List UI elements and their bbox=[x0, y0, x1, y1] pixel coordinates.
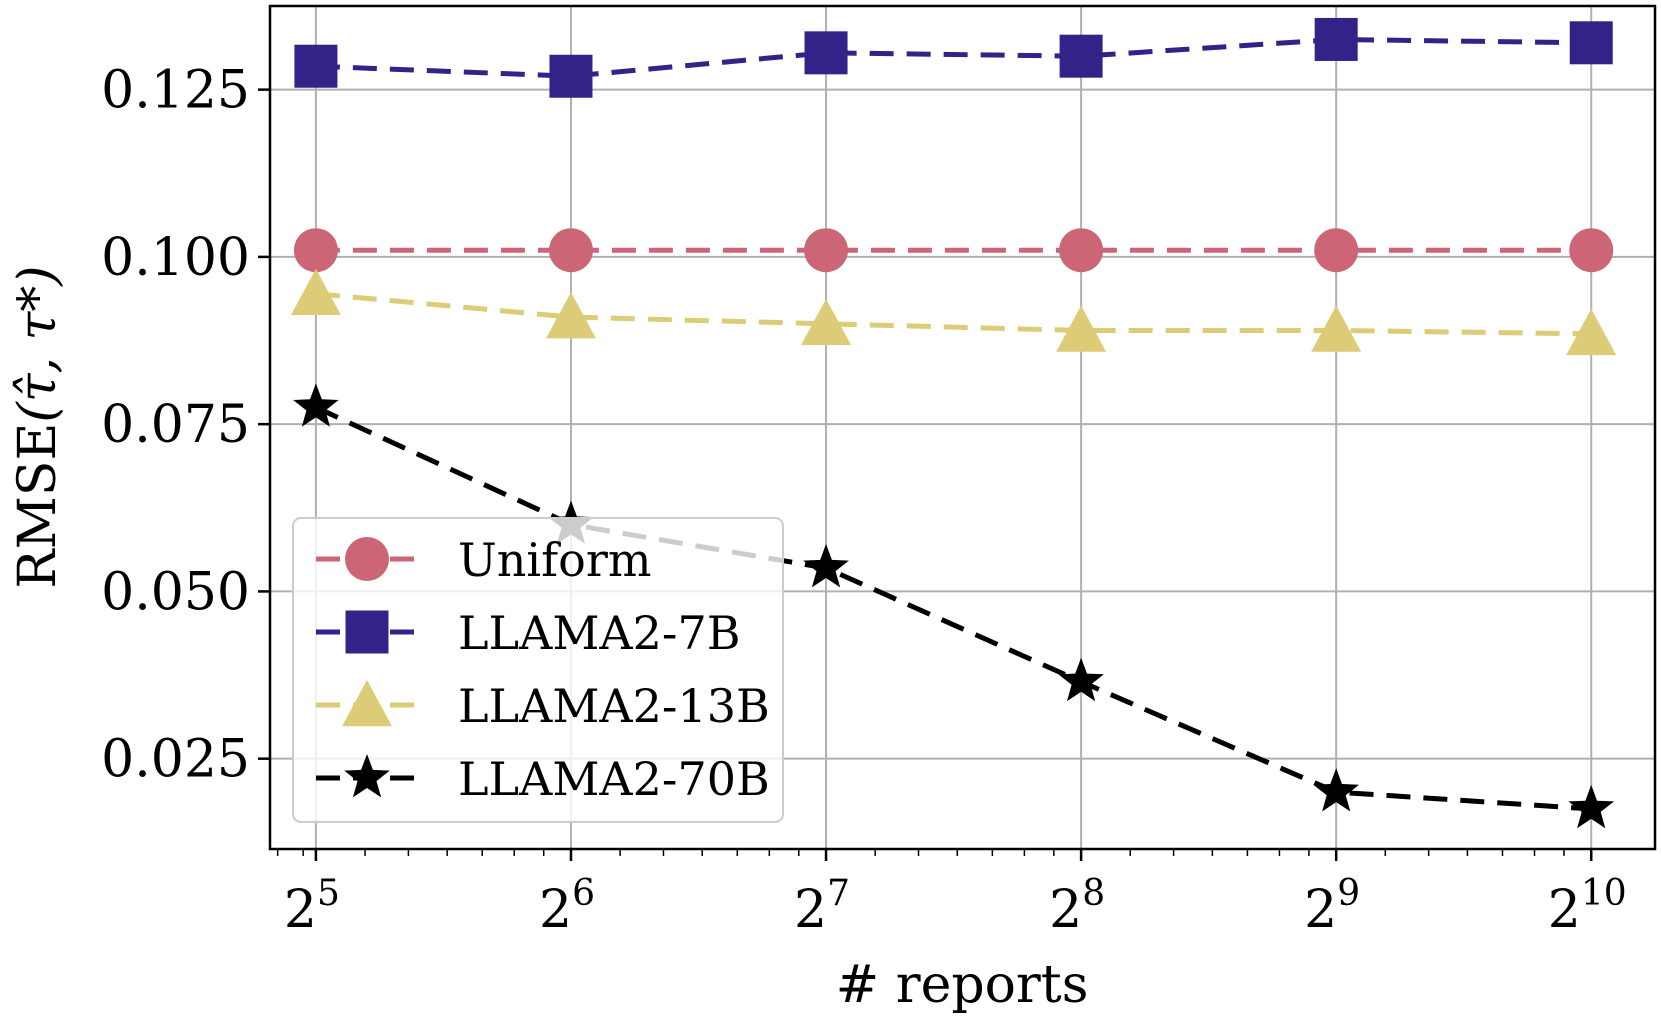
x-tick-label-exponent-3: 8 bbox=[1082, 873, 1105, 914]
series-0 bbox=[293, 228, 1614, 273]
series-3-point-5 bbox=[1568, 784, 1615, 829]
y-tick-label-1: 0.050 bbox=[101, 562, 250, 622]
series-1-point-4 bbox=[1314, 17, 1358, 61]
x-tick-label-base-3: 2 bbox=[1049, 880, 1082, 940]
x-tick-label-base-1: 2 bbox=[539, 880, 572, 940]
series-1-point-2 bbox=[804, 31, 848, 75]
series-line-3 bbox=[314, 405, 1592, 812]
series-3-point-4 bbox=[1313, 768, 1359, 812]
x-tick-label-base-2: 2 bbox=[794, 880, 827, 940]
legend-entry-3: LLAMA2-70B bbox=[316, 752, 770, 806]
legend: Uniform LLAMA2-7B LLAMA2-13B LLAMA2-70B bbox=[292, 517, 784, 823]
x-axis-label: # reports bbox=[836, 955, 1089, 1015]
series-2-point-2 bbox=[801, 298, 852, 346]
series-1-point-1 bbox=[549, 54, 593, 98]
series-2-point-1 bbox=[545, 292, 596, 339]
legend-marker-0 bbox=[345, 537, 389, 581]
series-3-point-2 bbox=[803, 544, 849, 588]
series-2 bbox=[290, 268, 1617, 356]
legend-entry-1: LLAMA2-7B bbox=[316, 606, 741, 660]
series-line-2 bbox=[315, 291, 1592, 337]
series-1 bbox=[294, 17, 1613, 98]
y-axis-label-text: RMSE bbox=[8, 423, 68, 589]
series-2-point-5 bbox=[1566, 308, 1617, 356]
y-axis-label-args: (τ̂, τ*) bbox=[8, 265, 68, 422]
x-tick-label-1: 26 bbox=[539, 873, 595, 940]
series-1-point-5 bbox=[1569, 21, 1613, 65]
x-tick-label-4: 29 bbox=[1304, 873, 1360, 940]
x-tick-label-base-4: 2 bbox=[1304, 880, 1337, 940]
y-tick-label-2: 0.075 bbox=[101, 395, 250, 455]
series-0-point-0 bbox=[293, 228, 338, 273]
legend-label-1: LLAMA2-7B bbox=[458, 606, 741, 660]
x-tick-label-3: 28 bbox=[1049, 873, 1105, 940]
x-tick-label-exponent-2: 7 bbox=[827, 873, 850, 914]
series-0-point-5 bbox=[1569, 228, 1614, 273]
legend-marker-1 bbox=[345, 610, 389, 654]
series-layer bbox=[290, 17, 1617, 829]
y-axis-label: RMSE(τ̂, τ*) bbox=[8, 265, 68, 588]
legend-marker-2 bbox=[342, 680, 392, 727]
x-tick-label-exponent-5: 10 bbox=[1581, 873, 1627, 914]
series-line-1 bbox=[315, 36, 1592, 79]
series-2-point-4 bbox=[1311, 305, 1362, 352]
legend-entry-2: LLAMA2-13B bbox=[316, 679, 770, 733]
series-0-point-3 bbox=[1059, 228, 1104, 273]
x-tick-label-2: 27 bbox=[794, 873, 850, 940]
svg-text:RMSE(τ̂, τ*): RMSE(τ̂, τ*) bbox=[8, 265, 68, 588]
legend-label-3: LLAMA2-70B bbox=[458, 752, 770, 806]
plot-frame bbox=[268, 4, 1657, 851]
x-tick-label-exponent-0: 5 bbox=[317, 873, 340, 914]
x-tick-label-base-0: 2 bbox=[284, 880, 317, 940]
x-tick-label-5: 210 bbox=[1548, 873, 1627, 940]
x-tick-label-exponent-4: 9 bbox=[1337, 873, 1360, 914]
x-tick-label-base-5: 2 bbox=[1548, 880, 1581, 940]
y-tick-label-4: 0.125 bbox=[101, 61, 250, 121]
x-tick-label-0: 25 bbox=[284, 873, 340, 940]
legend-marker-3 bbox=[344, 754, 390, 798]
series-3-point-3 bbox=[1058, 657, 1104, 702]
legend-label-2: LLAMA2-13B bbox=[458, 679, 770, 733]
legend-label-0: Uniform bbox=[458, 533, 651, 587]
series-1-point-0 bbox=[294, 44, 338, 88]
x-tick-label-exponent-1: 6 bbox=[572, 873, 595, 914]
legend-box bbox=[292, 517, 784, 823]
y-tick-label-3: 0.100 bbox=[101, 228, 250, 288]
series-3-point-0 bbox=[293, 383, 339, 427]
series-0-point-1 bbox=[548, 228, 593, 273]
series-2-point-3 bbox=[1056, 305, 1107, 352]
legend-entry-0: Uniform bbox=[316, 533, 651, 587]
y-tick-label-0: 0.025 bbox=[101, 730, 250, 790]
series-1-point-3 bbox=[1059, 34, 1103, 78]
series-0-point-4 bbox=[1314, 228, 1359, 273]
series-0-point-2 bbox=[804, 228, 849, 273]
series-2-point-0 bbox=[290, 268, 341, 315]
